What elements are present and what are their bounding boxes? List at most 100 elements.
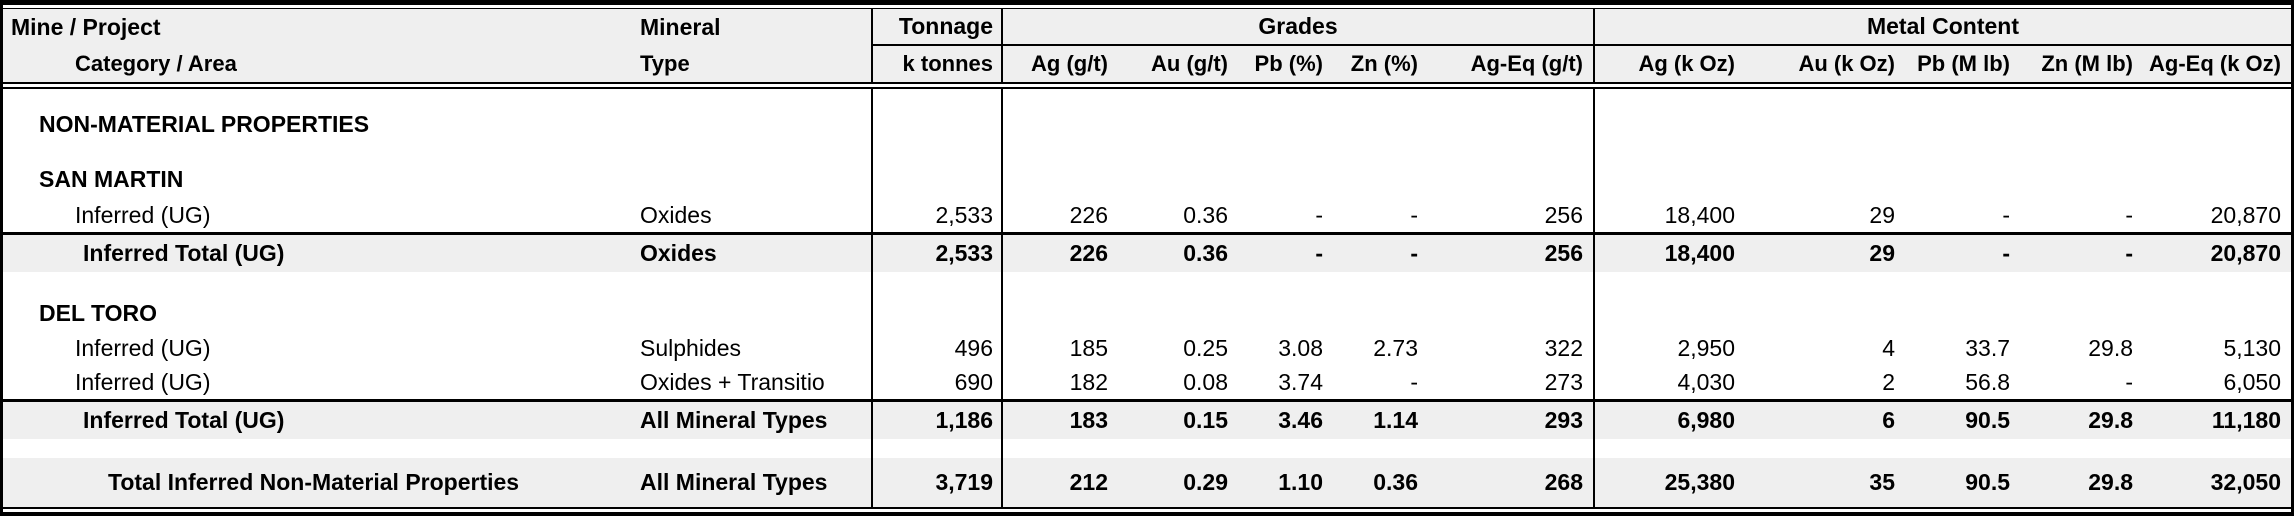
mineral-type-cell: All Mineral Types [636,402,873,439]
spacer-row [3,272,2291,294]
grade-zn-cell: 0.36 [1373,469,1418,495]
data-row-san-martin-inferred: Inferred (UG) Oxides 2,533 226 0.36 - - … [3,198,2291,232]
metal-zn-cell: - [2125,240,2133,266]
metal-ag-cell: 4,030 [1677,368,1735,395]
header-grade-ag: Ag (g/t) [1031,51,1108,76]
tonnage-cell: 496 [873,332,1003,365]
header-metal-au: Au (k Oz) [1798,51,1895,76]
metal-au-cell: 2 [1882,368,1895,395]
grade-ageq-cell: 273 [1428,365,1595,399]
grade-pb-cell: 3.74 [1278,368,1323,395]
grade-pb-cell: 3.46 [1278,407,1323,433]
grade-ag-cell: 212 [1069,469,1108,495]
metal-pb-cell: 90.5 [1965,407,2010,433]
metal-au-cell: 29 [1869,201,1895,228]
grade-zn-cell: - [1410,368,1418,395]
tonnage-cell: 3,719 [873,458,1003,507]
header-metal-ag: Ag (k Oz) [1638,51,1735,76]
category-cell: Total Inferred Non-Material Properties [108,469,520,495]
grade-pb-cell: 1.10 [1278,469,1323,495]
grade-ag-cell: 183 [1069,407,1108,433]
header-metal-pb: Pb (M lb) [1917,51,2010,76]
grade-ageq-cell: 293 [1428,402,1595,439]
grade-au-cell: 0.29 [1183,469,1228,495]
total-row-san-martin: Inferred Total (UG) Oxides 2,533 226 0.3… [3,232,2291,272]
mineral-type-cell: All Mineral Types [636,458,873,507]
category-cell: Inferred Total (UG) [83,407,285,433]
tonnage-cell: 2,533 [873,235,1003,272]
metal-pb-cell: 90.5 [1965,469,2010,495]
metal-ageq-cell: 5,130 [2223,335,2281,361]
grade-au-cell: 0.36 [1183,201,1228,228]
header-metal-content-group: Metal Content [1595,9,2291,46]
tonnage-cell: 2,533 [873,198,1003,232]
section-row-san-martin: SAN MARTIN [3,160,2291,198]
metal-zn-cell: - [2125,201,2133,228]
grade-ageq-cell: 256 [1428,235,1595,272]
mineral-type-cell: Sulphides [636,332,873,365]
category-cell: Inferred (UG) [75,201,211,228]
grade-ag-cell: 226 [1069,240,1108,266]
header-mineral: Mineral [636,9,873,46]
header-metal-zn: Zn (M lb) [2041,51,2133,76]
grade-ag-cell: 226 [1069,201,1108,228]
header-grade-ageq: Ag-Eq (g/t) [1428,46,1595,82]
metal-ag-cell: 6,980 [1677,407,1735,433]
data-row-del-toro-oxides-transition: Inferred (UG) Oxides + Transitio 690 182… [3,365,2291,399]
metal-ageq-cell: 20,870 [2210,240,2281,266]
section-row-non-material-properties: NON-MATERIAL PROPERTIES [3,105,2291,143]
section-row-del-toro: DEL TORO [3,294,2291,332]
grade-au-cell: 0.25 [1183,335,1228,361]
section-label: DEL TORO [39,299,157,326]
mineral-type-cell: Oxides [636,235,873,272]
data-row-del-toro-sulphides: Inferred (UG) Sulphides 496 185 0.25 3.0… [3,332,2291,365]
spacer-row [3,143,2291,160]
header-grades-group: Grades [1003,9,1595,46]
header-category-area: Category / Area [75,51,237,76]
mineral-type-cell: Oxides [636,198,873,232]
header-separator-rule [3,82,2291,89]
metal-ag-cell: 25,380 [1664,469,1735,495]
metal-pb-cell: 56.8 [1965,368,2010,395]
metal-ageq-cell: 11,180 [2211,407,2281,433]
grade-ag-cell: 182 [1069,368,1108,395]
metal-pb-cell: - [2002,240,2010,266]
grade-zn-cell: - [1410,240,1418,266]
metal-ag-cell: 18,400 [1664,201,1735,228]
grade-au-cell: 0.36 [1183,240,1228,266]
table-top-rule [3,0,2291,9]
spacer-row [3,89,2291,105]
grade-au-cell: 0.08 [1183,368,1228,395]
grade-zn-cell: 1.14 [1373,407,1418,433]
total-row-del-toro: Inferred Total (UG) All Mineral Types 1,… [3,399,2291,439]
grade-pb-cell: - [1315,240,1323,266]
metal-au-cell: 35 [1869,469,1895,495]
header-mine-project: Mine / Project [11,14,161,40]
grade-ageq-cell: 268 [1428,458,1595,507]
tonnage-cell: 690 [873,365,1003,399]
metal-pb-cell: 33.7 [1965,335,2010,361]
metal-au-cell: 29 [1869,240,1895,266]
metal-ageq-cell: 32,050 [2210,469,2281,495]
mineral-type-cell: Oxides + Transitio [636,365,873,399]
grade-pb-cell: - [1315,201,1323,228]
header-grade-pb: Pb (%) [1254,51,1323,76]
header-grade-zn: Zn (%) [1350,51,1418,76]
grade-pb-cell: 3.08 [1278,335,1323,361]
grade-zn-cell: 2.73 [1373,335,1418,361]
metal-zn-cell: 29.8 [2088,335,2133,361]
metal-au-cell: 6 [1882,407,1895,433]
metal-pb-cell: - [2002,201,2010,228]
tonnage-cell: 1,186 [873,402,1003,439]
metal-ag-cell: 18,400 [1664,240,1735,266]
table-bottom-rule [3,507,2291,516]
metal-zn-cell: - [2125,368,2133,395]
metal-ageq-cell: 6,050 [2223,368,2281,395]
metal-ag-cell: 2,950 [1677,335,1735,361]
metal-au-cell: 4 [1882,335,1895,361]
section-label: NON-MATERIAL PROPERTIES [39,110,370,137]
metal-ageq-cell: 20,870 [2210,201,2281,228]
header-ktonnes: k tonnes [873,46,1003,82]
section-label: SAN MARTIN [39,165,184,192]
